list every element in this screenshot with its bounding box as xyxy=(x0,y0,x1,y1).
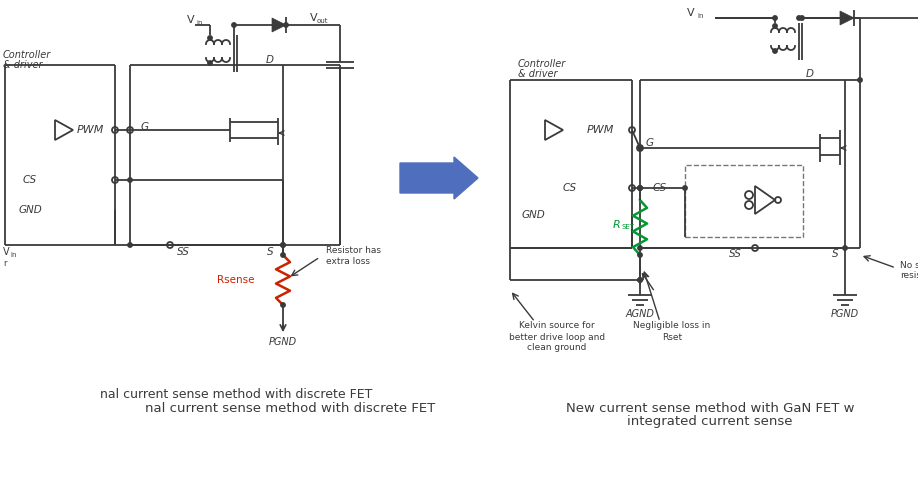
Text: AGND: AGND xyxy=(625,309,655,319)
Circle shape xyxy=(638,186,643,190)
Text: out: out xyxy=(317,18,329,24)
Text: GND: GND xyxy=(18,205,42,215)
Text: r: r xyxy=(3,259,6,268)
Text: clean ground: clean ground xyxy=(527,344,587,353)
Circle shape xyxy=(281,243,285,247)
Text: D: D xyxy=(806,69,814,79)
Text: V: V xyxy=(310,13,318,23)
Text: V: V xyxy=(3,247,9,257)
Text: in: in xyxy=(697,13,703,19)
Circle shape xyxy=(638,253,643,257)
Circle shape xyxy=(843,246,847,250)
Circle shape xyxy=(638,146,643,150)
Circle shape xyxy=(857,78,862,82)
Text: SS: SS xyxy=(176,247,189,257)
Text: resisto: resisto xyxy=(900,272,918,281)
Text: CS: CS xyxy=(563,183,577,193)
Text: V: V xyxy=(688,8,695,18)
Text: V: V xyxy=(187,15,195,25)
Circle shape xyxy=(797,16,801,20)
Circle shape xyxy=(128,178,132,182)
Text: Rset: Rset xyxy=(662,333,682,342)
Text: & driver: & driver xyxy=(518,69,557,79)
Text: CS: CS xyxy=(23,175,37,185)
Text: in: in xyxy=(196,20,203,26)
Circle shape xyxy=(773,24,778,28)
Text: S: S xyxy=(832,249,838,259)
Circle shape xyxy=(773,49,778,53)
Circle shape xyxy=(800,16,804,20)
Text: nal current sense method with discrete FET: nal current sense method with discrete F… xyxy=(145,401,435,414)
Text: S: S xyxy=(267,247,274,257)
Circle shape xyxy=(638,146,643,150)
Text: G: G xyxy=(646,138,654,148)
Circle shape xyxy=(683,186,688,190)
Text: & driver: & driver xyxy=(3,60,42,70)
Circle shape xyxy=(281,243,285,247)
Text: D: D xyxy=(266,55,274,65)
Text: SS: SS xyxy=(729,249,742,259)
Text: Controller: Controller xyxy=(518,59,566,69)
Text: Resistor has: Resistor has xyxy=(326,245,381,255)
Text: R: R xyxy=(612,220,620,230)
Circle shape xyxy=(281,303,285,307)
Circle shape xyxy=(207,61,212,65)
FancyArrow shape xyxy=(400,157,478,199)
Text: nal current sense method with discrete FET: nal current sense method with discrete F… xyxy=(100,388,373,401)
Circle shape xyxy=(638,278,643,282)
Text: CS: CS xyxy=(653,183,667,193)
Circle shape xyxy=(638,246,643,250)
Text: better drive loop and: better drive loop and xyxy=(509,333,605,342)
Text: New current sense method with GaN FET w: New current sense method with GaN FET w xyxy=(565,401,855,414)
Text: G: G xyxy=(141,122,149,132)
Text: PGND: PGND xyxy=(831,309,859,319)
Circle shape xyxy=(128,243,132,247)
Text: in: in xyxy=(10,252,17,258)
Text: GND: GND xyxy=(521,210,545,220)
Circle shape xyxy=(284,23,288,27)
Circle shape xyxy=(207,36,212,40)
Circle shape xyxy=(638,186,643,190)
Polygon shape xyxy=(272,18,286,32)
Circle shape xyxy=(232,23,236,27)
Polygon shape xyxy=(840,11,854,25)
Bar xyxy=(685,165,803,237)
Text: PWM: PWM xyxy=(587,125,614,135)
Circle shape xyxy=(638,278,643,282)
Text: PGND: PGND xyxy=(269,337,297,347)
Text: Kelvin source for: Kelvin source for xyxy=(520,322,595,331)
Text: No se: No se xyxy=(900,261,918,270)
Text: extra loss: extra loss xyxy=(326,257,370,266)
Circle shape xyxy=(638,186,643,190)
Text: Controller: Controller xyxy=(3,50,51,60)
Circle shape xyxy=(773,16,778,20)
Text: SET: SET xyxy=(621,224,634,230)
Text: Negligible loss in: Negligible loss in xyxy=(633,322,711,331)
Text: PWM: PWM xyxy=(76,125,104,135)
Text: integrated current sense: integrated current sense xyxy=(627,415,793,428)
Circle shape xyxy=(281,253,285,257)
Text: Rsense: Rsense xyxy=(218,275,255,285)
